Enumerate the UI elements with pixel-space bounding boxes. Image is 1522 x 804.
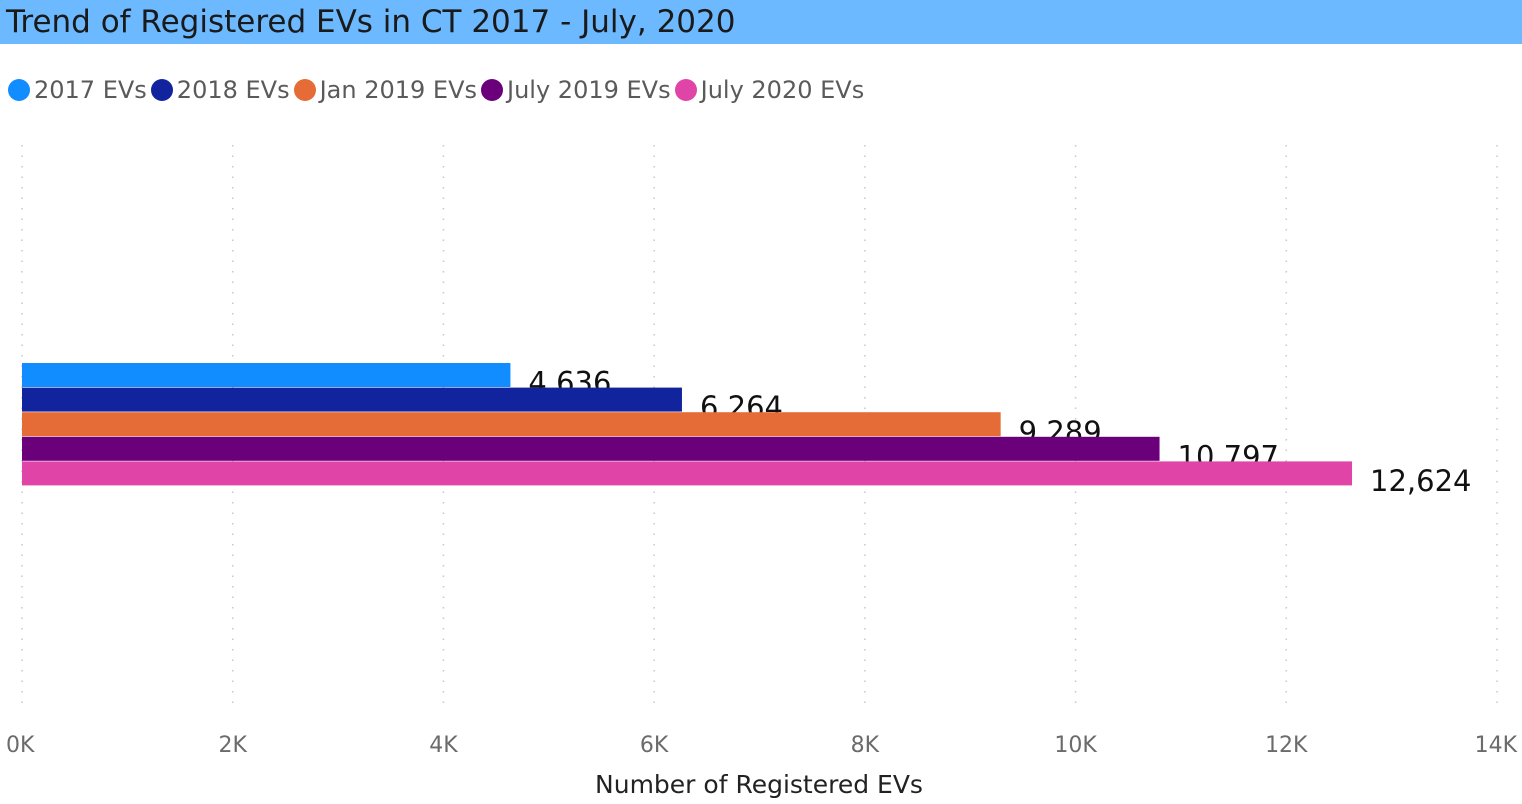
- data-label: 12,624: [1370, 464, 1471, 498]
- legend-label: 2018 EVs: [176, 76, 290, 104]
- legend-label: Jan 2019 EVs: [319, 76, 478, 104]
- legend-item[interactable]: July 2019 EVs: [481, 76, 671, 104]
- legend-dot-icon: [674, 79, 697, 101]
- legend-dot-icon: [481, 79, 504, 101]
- title-bar: Trend of Registered EVs in CT 2017 - Jul…: [0, 0, 1522, 44]
- legend: 2017 EVs 2018 EVs Jan 2019 EVs July 2019 EV…: [8, 70, 868, 110]
- legend-item[interactable]: 2017 EVs: [8, 76, 147, 104]
- x-axis-title: Number of Registered EVs: [595, 770, 923, 799]
- legend-item[interactable]: 2018 EVs: [150, 76, 290, 104]
- x-tick-label: 10K: [1054, 733, 1097, 758]
- legend-label: 2017 EVs: [34, 76, 147, 104]
- legend-label: July 2020 EVs: [700, 76, 865, 104]
- chart-title: Trend of Registered EVs in CT 2017 - Jul…: [6, 4, 736, 40]
- x-tick-label: 4K: [429, 733, 458, 758]
- x-tick-label: 8K: [851, 733, 880, 758]
- x-tick-label: 12K: [1265, 733, 1308, 758]
- bar[interactable]: [22, 387, 682, 412]
- legend-item[interactable]: July 2020 EVs: [674, 76, 865, 104]
- legend-item[interactable]: Jan 2019 EVs: [293, 76, 478, 104]
- legend-dot-icon: [150, 79, 173, 101]
- x-tick-label: 0K: [6, 733, 35, 758]
- legend-dot-icon: [8, 79, 30, 101]
- bar[interactable]: [22, 436, 1160, 461]
- x-tick-label: 14K: [1475, 733, 1518, 758]
- legend-dot-icon: [293, 79, 316, 101]
- bar[interactable]: [22, 461, 1353, 486]
- x-tick-label: 2K: [218, 733, 247, 758]
- bar[interactable]: [22, 363, 511, 387]
- legend-label: July 2019 EVs: [507, 76, 671, 104]
- bar[interactable]: [22, 412, 1001, 437]
- x-tick-label: 6K: [640, 733, 669, 758]
